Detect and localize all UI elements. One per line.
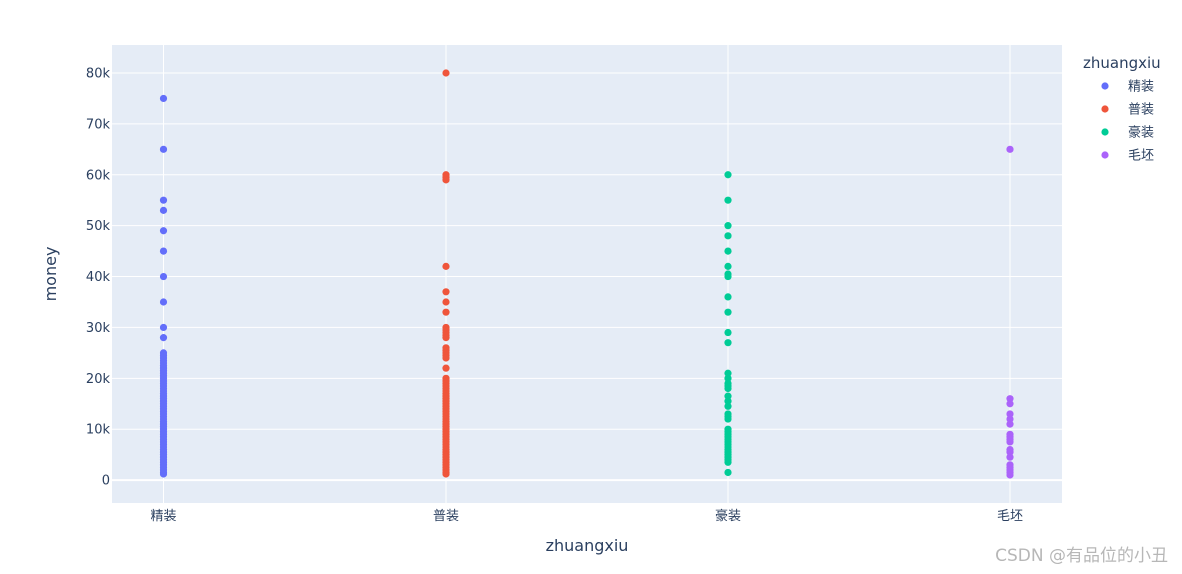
data-point[interactable]: [442, 354, 450, 362]
data-point[interactable]: [724, 397, 732, 405]
y-axis-title: money: [41, 247, 60, 302]
data-point[interactable]: [724, 247, 732, 255]
y-tick-labels: 0 10k 20k 30k 40k 50k 60k 70k 80k: [86, 66, 111, 488]
legend-label: 精装: [1128, 80, 1154, 95]
data-point[interactable]: [1006, 448, 1014, 456]
data-point[interactable]: [724, 262, 732, 270]
data-point[interactable]: [724, 293, 732, 301]
data-point[interactable]: [1006, 438, 1014, 446]
x-tick-label: 豪装: [715, 508, 741, 524]
data-point[interactable]: [442, 470, 450, 478]
data-point[interactable]: [159, 298, 168, 306]
data-point[interactable]: [724, 339, 732, 347]
legend-item[interactable]: 精装: [1101, 80, 1154, 95]
data-point[interactable]: [1006, 145, 1014, 153]
y-tick-label: 50k: [86, 219, 111, 234]
legend-label: 毛坯: [1128, 149, 1154, 164]
data-point[interactable]: [724, 392, 732, 400]
data-point[interactable]: [159, 206, 168, 214]
x-tick-label: 精装: [150, 509, 176, 524]
data-point[interactable]: [159, 470, 168, 478]
plot-area: [112, 45, 1062, 503]
data-point[interactable]: [159, 145, 168, 153]
legend-label: 豪装: [1128, 125, 1154, 141]
data-point[interactable]: [442, 334, 450, 342]
legend-item[interactable]: 豪装: [1101, 125, 1154, 141]
data-point[interactable]: [724, 328, 732, 337]
x-tick-label: 毛坯: [997, 509, 1023, 524]
data-point[interactable]: [1006, 395, 1014, 403]
data-point[interactable]: [1006, 453, 1014, 461]
y-tick-label: 60k: [86, 168, 111, 183]
y-tick-label: 0: [102, 474, 110, 489]
legend-label: 普装: [1128, 103, 1154, 118]
legend-marker: [1101, 151, 1109, 159]
data-point[interactable]: [1006, 410, 1014, 418]
y-tick-label: 20k: [86, 372, 111, 387]
data-point[interactable]: [724, 272, 732, 281]
data-point[interactable]: [159, 247, 168, 255]
data-point[interactable]: [724, 402, 732, 410]
y-tick-label: 70k: [86, 117, 111, 132]
data-point[interactable]: [1006, 420, 1014, 428]
legend-item[interactable]: 普装: [1101, 103, 1154, 118]
data-point[interactable]: [442, 262, 450, 270]
data-point[interactable]: [724, 308, 732, 316]
data-point[interactable]: [724, 196, 732, 204]
data-point[interactable]: [724, 468, 732, 477]
series-3: [724, 171, 732, 477]
legend-title: zhuangxiu: [1083, 54, 1161, 72]
legend-marker: [1101, 82, 1109, 90]
data-point[interactable]: [442, 176, 450, 184]
data-point[interactable]: [442, 288, 450, 296]
data-point[interactable]: [442, 308, 450, 316]
x-tick-labels: 精装 普装 豪装 毛坯: [150, 508, 1023, 524]
y-tick-label: 30k: [86, 321, 111, 336]
data-points: [159, 69, 1014, 479]
y-tick-label: 40k: [86, 270, 111, 285]
y-tick-label: 10k: [86, 423, 111, 438]
x-axis-title: zhuangxiu: [546, 536, 629, 555]
legend-item[interactable]: 毛坯: [1101, 149, 1154, 164]
data-point[interactable]: [724, 369, 732, 377]
data-point[interactable]: [159, 334, 168, 342]
data-point[interactable]: [724, 374, 732, 382]
x-tick-label: 普装: [433, 509, 459, 524]
data-point[interactable]: [724, 171, 732, 179]
data-point[interactable]: [724, 384, 732, 393]
data-point[interactable]: [1006, 415, 1014, 423]
data-point[interactable]: [159, 94, 168, 103]
legend-marker: [1101, 128, 1109, 136]
series-1: [159, 94, 168, 478]
data-point[interactable]: [724, 458, 732, 466]
data-point[interactable]: [724, 232, 732, 240]
legend-marker: [1101, 105, 1109, 113]
series-4: [1006, 145, 1014, 479]
data-point[interactable]: [442, 364, 450, 372]
data-point[interactable]: [1006, 400, 1014, 408]
data-point[interactable]: [159, 272, 168, 281]
watermark: CSDN @有品位的小丑: [995, 546, 1168, 566]
data-point[interactable]: [159, 323, 168, 332]
data-point[interactable]: [1006, 471, 1014, 479]
data-point[interactable]: [442, 69, 450, 77]
data-point[interactable]: [159, 196, 168, 204]
data-point[interactable]: [724, 415, 732, 423]
data-point[interactable]: [442, 298, 450, 306]
y-tick-label: 80k: [86, 66, 111, 81]
series-2: [442, 69, 450, 478]
data-point[interactable]: [159, 227, 168, 235]
data-point[interactable]: [724, 222, 732, 230]
